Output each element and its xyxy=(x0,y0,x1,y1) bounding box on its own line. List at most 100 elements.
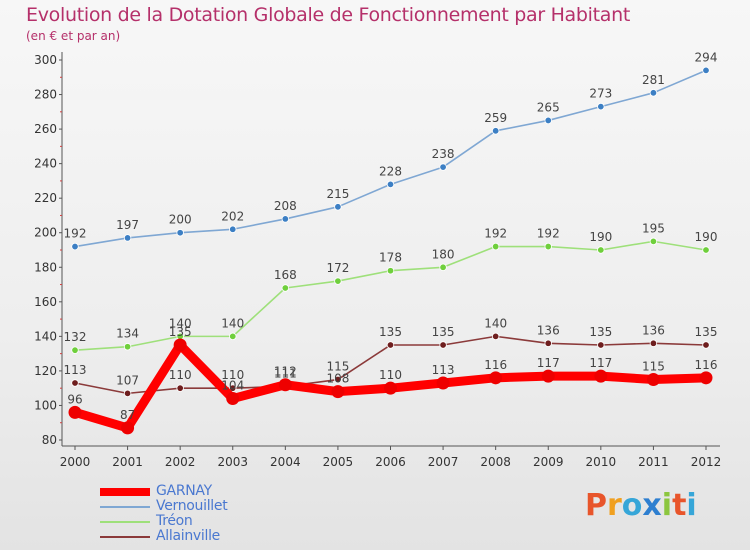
legend-label: Vernouillet xyxy=(156,498,228,514)
y-tick-label: 280 xyxy=(34,88,57,102)
data-label-vernouillet: 228 xyxy=(379,164,402,178)
y-tick-label: 260 xyxy=(34,122,57,136)
legend-swatch xyxy=(100,536,150,538)
data-label-allainville: 115 xyxy=(326,360,349,374)
data-point-tr-on xyxy=(386,267,395,275)
x-tick-label: 2002 xyxy=(165,455,196,469)
data-point-allainville xyxy=(649,339,658,347)
x-tick-label: 2006 xyxy=(375,455,406,469)
y-tick-label: 120 xyxy=(34,364,57,378)
logo-letter: o xyxy=(621,488,643,523)
data-point-allainville xyxy=(229,384,237,392)
data-label-garnay: 112 xyxy=(274,365,297,379)
data-point-allainville xyxy=(491,332,500,341)
data-point-vernouillet xyxy=(334,203,342,211)
data-point-vernouillet xyxy=(597,102,605,111)
data-label-allainville: 110 xyxy=(221,368,244,382)
data-point-tr-on xyxy=(281,284,290,292)
data-label-tr-on: 192 xyxy=(484,227,507,241)
data-point-allainville xyxy=(702,341,710,349)
x-tick-label: 2012 xyxy=(691,455,722,469)
data-point-garnay xyxy=(489,371,503,385)
data-point-allainville xyxy=(544,339,552,347)
data-point-vernouillet xyxy=(229,225,237,233)
x-tick-label: 2007 xyxy=(428,455,459,469)
data-point-tr-on xyxy=(544,242,552,251)
y-tick-label: 220 xyxy=(34,191,57,205)
data-point-allainville xyxy=(597,341,605,349)
data-point-garnay xyxy=(384,381,397,395)
logo-letter: i xyxy=(686,488,697,523)
data-label-vernouillet: 215 xyxy=(326,187,349,201)
data-point-allainville xyxy=(439,341,447,349)
data-label-tr-on: 192 xyxy=(537,227,560,241)
legend-label: GARNAY xyxy=(156,483,212,499)
data-label-vernouillet: 238 xyxy=(432,147,455,161)
data-label-allainville: 135 xyxy=(695,325,718,339)
data-label-vernouillet: 281 xyxy=(642,73,665,87)
data-label-allainville: 136 xyxy=(642,323,665,337)
data-point-vernouillet xyxy=(702,66,710,75)
data-label-garnay: 104 xyxy=(221,379,244,393)
y-tick-label: 240 xyxy=(34,157,57,171)
x-tick-label: 2004 xyxy=(270,455,301,469)
y-tick-label: 180 xyxy=(34,260,57,274)
data-label-allainville: 113 xyxy=(64,363,87,377)
axes: 80 100 120 140 160 180 200 220 240 260 280 300 2000 2… xyxy=(34,52,721,469)
data-point-vernouillet xyxy=(176,229,184,237)
x-tick-label: 2005 xyxy=(323,455,354,469)
y-tick-label: 200 xyxy=(34,226,57,240)
chart-subtitle: (en € et par an) xyxy=(26,29,121,43)
legend-swatch xyxy=(100,488,150,496)
data-label-allainville: 135 xyxy=(589,325,612,339)
y-tick-label: 140 xyxy=(34,329,57,343)
logo-letter: r xyxy=(607,488,622,523)
data-label-tr-on: 180 xyxy=(432,247,455,261)
x-tick-label: 2003 xyxy=(217,455,248,469)
data-label-garnay: 113 xyxy=(432,363,455,377)
x-tick-label: 2008 xyxy=(480,455,511,469)
data-point-tr-on xyxy=(334,277,342,285)
data-point-vernouillet xyxy=(281,215,290,223)
data-point-tr-on xyxy=(71,346,79,354)
data-label-garnay: 116 xyxy=(695,358,718,372)
x-tick-label: 2009 xyxy=(533,455,564,469)
data-label-garnay: 117 xyxy=(537,356,560,370)
data-label-tr-on: 190 xyxy=(589,230,612,244)
data-point-garnay xyxy=(699,371,713,385)
data-point-allainville xyxy=(334,375,342,384)
data-point-vernouillet xyxy=(491,127,500,135)
data-point-vernouillet xyxy=(649,89,658,97)
data-label-vernouillet: 200 xyxy=(169,213,192,227)
data-label-vernouillet: 202 xyxy=(221,209,244,223)
data-point-tr-on xyxy=(439,263,447,271)
logo-letter: P xyxy=(585,488,607,523)
data-point-garnay xyxy=(226,392,240,406)
data-label-allainville: 110 xyxy=(169,368,192,382)
data-label-tr-on: 134 xyxy=(116,327,139,341)
data-point-tr-on xyxy=(649,237,658,246)
legend-swatch xyxy=(100,506,150,508)
data-label-allainville: 107 xyxy=(116,373,139,387)
data-point-garnay xyxy=(121,421,135,435)
data-point-tr-on xyxy=(491,242,500,251)
data-point-vernouillet xyxy=(439,163,447,171)
data-label-tr-on: 190 xyxy=(695,230,718,244)
x-tick-label: 2011 xyxy=(638,455,669,469)
data-label-vernouillet: 265 xyxy=(537,100,560,114)
data-label-allainville: 135 xyxy=(432,325,455,339)
chart-title: Evolution de la Dotation Globale de Fonc… xyxy=(26,4,631,26)
data-point-garnay xyxy=(173,338,187,352)
data-point-garnay xyxy=(68,405,82,419)
data-label-vernouillet: 294 xyxy=(695,50,718,64)
legend-swatch xyxy=(100,521,150,523)
logo-letter: x xyxy=(642,488,662,523)
data-point-allainville xyxy=(176,384,184,392)
data-point-vernouillet xyxy=(544,116,552,125)
data-point-tr-on xyxy=(597,246,605,254)
data-label-garnay: 135 xyxy=(169,325,192,339)
data-label-tr-on: 132 xyxy=(64,330,87,344)
data-label-tr-on: 140 xyxy=(169,316,192,330)
data-label-tr-on: 172 xyxy=(326,261,349,275)
